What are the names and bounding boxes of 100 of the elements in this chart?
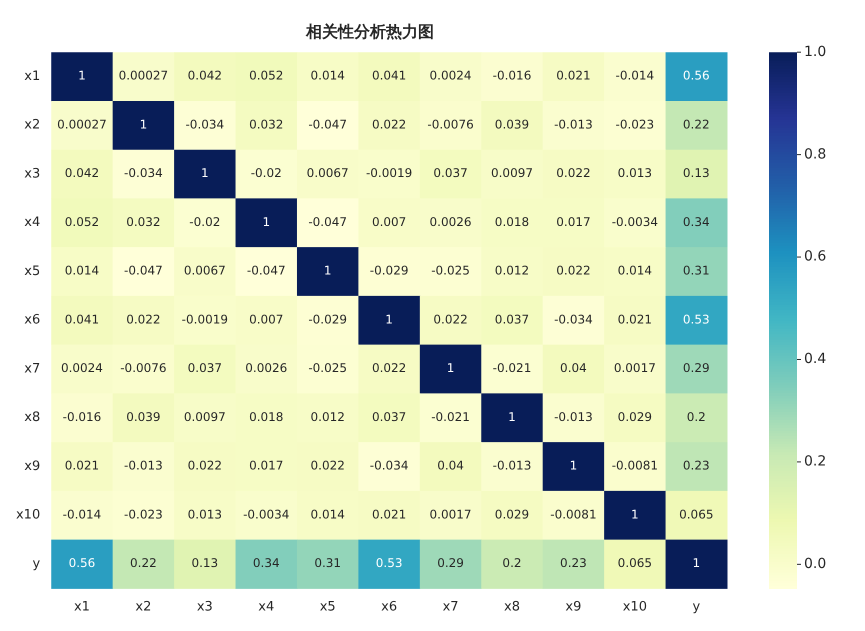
x-tick-label: x1	[74, 600, 90, 615]
data-label: 0.017	[249, 458, 284, 473]
data-label: 0.014	[64, 264, 100, 278]
data-label: 0.53	[682, 312, 710, 326]
data-label: -0.02	[250, 166, 282, 180]
data-label: 0.31	[314, 556, 342, 570]
data-label: 1	[570, 458, 578, 473]
data-label: 0.014	[310, 507, 345, 522]
data-label: 0.021	[556, 68, 591, 83]
data-label: 0.0097	[184, 410, 226, 424]
data-label: 0.0097	[490, 166, 533, 180]
data-label: 0.34	[252, 556, 280, 570]
data-label: -0.016	[492, 68, 532, 83]
data-label: 1	[324, 264, 332, 278]
data-label: 0.032	[126, 214, 161, 229]
data-label: 0.2	[502, 556, 522, 570]
data-label: 1	[446, 361, 454, 376]
data-label: 0.23	[682, 458, 710, 473]
data-label: -0.034	[554, 312, 593, 326]
data-label: 0.032	[249, 117, 284, 132]
color-bar-label: 0.4	[804, 351, 826, 368]
data-label: 0.56	[682, 68, 710, 83]
data-label: -0.0081	[612, 458, 658, 473]
data-label: 1	[201, 166, 209, 180]
data-label: 0.052	[249, 68, 284, 83]
data-label: 0.021	[618, 312, 652, 326]
data-label: -0.034	[370, 458, 408, 473]
data-label: 0.022	[188, 458, 222, 473]
data-label: 0.039	[126, 410, 161, 424]
data-label: 0.029	[618, 410, 652, 424]
data-label: -0.013	[124, 458, 163, 473]
y-tick-label: y	[32, 556, 41, 572]
data-label: 0.022	[126, 312, 161, 326]
data-label: 0.022	[433, 312, 468, 326]
color-bar-label: 0.6	[804, 248, 826, 265]
data-label: 0.022	[372, 117, 406, 132]
data-label: 0.29	[437, 556, 464, 570]
data-label: 0.53	[376, 556, 402, 570]
data-label: 0.022	[372, 361, 406, 376]
data-label: 0.0026	[245, 361, 288, 376]
data-label: 0.013	[188, 507, 222, 522]
x-tick-label: x7	[442, 600, 459, 615]
data-label: 0.021	[372, 507, 406, 522]
y-tick-label: x6	[24, 312, 40, 328]
x-tick-label: x6	[381, 600, 398, 615]
data-label: 0.052	[64, 214, 100, 229]
y-tick-label: x7	[24, 361, 40, 376]
data-label: 1	[385, 312, 393, 326]
y-tick-label: x8	[24, 410, 40, 426]
color-bar-label: 0.0	[804, 556, 826, 572]
data-label: 1	[508, 410, 516, 424]
data-label: 0.0017	[430, 507, 472, 522]
data-label: -0.023	[616, 117, 654, 132]
data-label: -0.0076	[427, 117, 474, 132]
data-label: 0.0024	[430, 68, 472, 83]
data-label: 0.012	[494, 264, 530, 278]
data-label: 0.017	[556, 214, 591, 229]
data-label: 0.0067	[184, 264, 226, 278]
data-label: 0.007	[249, 312, 284, 326]
chart-title: 相关性分析热力图	[305, 22, 434, 41]
y-tick-label: x1	[24, 68, 40, 84]
data-label: -0.016	[62, 410, 102, 424]
data-label: 0.31	[682, 264, 710, 278]
data-label: 0.13	[682, 166, 710, 180]
data-label: 0.041	[372, 68, 406, 83]
data-label: 0.0026	[430, 214, 472, 229]
data-label: -0.013	[554, 117, 593, 132]
y-tick-label: x5	[24, 264, 40, 279]
data-label: -0.034	[185, 117, 224, 132]
data-label: 0.04	[560, 361, 587, 376]
data-label: 0.022	[556, 264, 591, 278]
data-label: 1	[631, 507, 639, 522]
data-label: 1	[692, 556, 700, 570]
data-label: -0.0019	[366, 166, 412, 180]
data-label: 0.2	[686, 410, 706, 424]
y-tick-label: x9	[24, 458, 40, 474]
data-label: -0.0076	[120, 361, 167, 376]
data-label: 1	[78, 68, 86, 83]
x-tick-label: x10	[622, 600, 647, 615]
y-tick-label: x2	[24, 118, 40, 133]
data-label: 0.23	[560, 556, 587, 570]
data-label: 0.021	[64, 458, 100, 473]
color-bar-label: 0.8	[804, 146, 826, 162]
data-label: 0.042	[188, 68, 222, 83]
y-tick-label: x3	[24, 166, 40, 182]
color-bar-label: 0.2	[804, 454, 826, 470]
data-label: 0.037	[188, 361, 222, 376]
data-label: -0.047	[124, 264, 163, 278]
data-label: -0.0019	[182, 312, 228, 326]
data-label: -0.013	[554, 410, 593, 424]
data-label: 0.042	[64, 166, 100, 180]
data-label: 0.014	[310, 68, 345, 83]
data-label: -0.013	[492, 458, 532, 473]
data-label: -0.047	[308, 117, 348, 132]
data-label: -0.021	[492, 361, 532, 376]
data-label: 0.037	[372, 410, 406, 424]
x-tick-label: x9	[565, 600, 582, 615]
data-label: 0.00027	[118, 68, 168, 83]
data-label: -0.025	[431, 264, 470, 278]
data-label: -0.034	[124, 166, 163, 180]
